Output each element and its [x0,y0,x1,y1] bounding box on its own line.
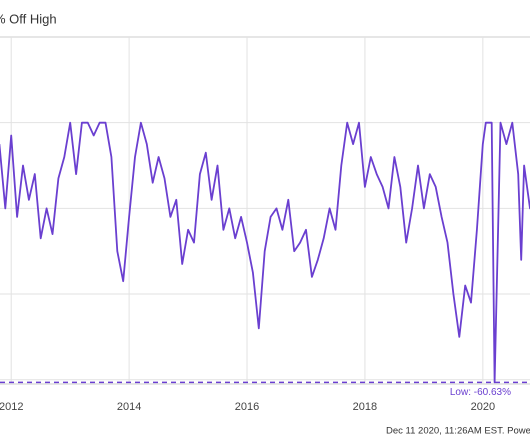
footer: Dec 11 2020, 11:26AM EST. Powered by [386,426,530,437]
x-tick-label: 2018 [353,401,377,413]
chart-title: % Off High [0,11,57,26]
line [0,121,530,384]
low-label: Low: -60.63% [450,387,511,398]
x-tick-label: 2012 [0,401,23,413]
x-tick-label: 2014 [117,401,141,413]
x-tick-label: 2020 [471,401,495,413]
x-tick-label: 2016 [235,401,259,413]
